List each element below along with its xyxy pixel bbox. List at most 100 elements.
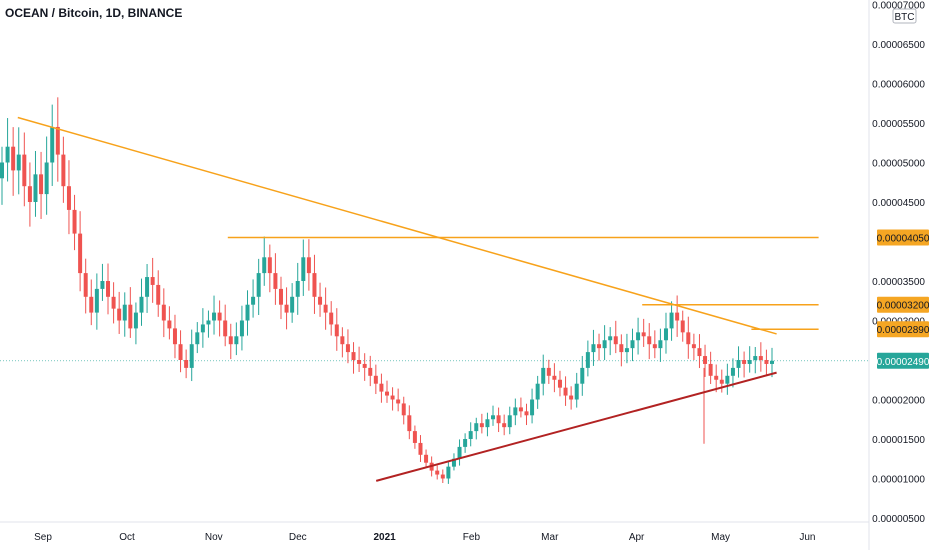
candle bbox=[451, 453, 456, 471]
candle bbox=[306, 239, 311, 291]
candle bbox=[295, 262, 300, 315]
candle bbox=[518, 397, 523, 418]
candle bbox=[340, 327, 345, 358]
candle bbox=[323, 287, 328, 330]
candle bbox=[636, 317, 641, 355]
y-tick-label: 0.00005000 bbox=[872, 159, 925, 170]
candle bbox=[262, 236, 267, 286]
candle bbox=[686, 316, 691, 359]
candle bbox=[691, 333, 696, 361]
candle bbox=[663, 312, 668, 354]
candle bbox=[22, 132, 27, 207]
candle bbox=[150, 257, 155, 303]
candle bbox=[764, 349, 769, 375]
x-tick-label: Dec bbox=[289, 532, 307, 543]
candle bbox=[0, 146, 4, 205]
candle bbox=[725, 363, 730, 395]
candle bbox=[318, 282, 323, 317]
candle bbox=[184, 349, 189, 379]
candle bbox=[5, 118, 10, 182]
candle bbox=[284, 287, 289, 330]
candle bbox=[61, 136, 66, 203]
candle bbox=[479, 413, 484, 434]
svg-text:0.00002890: 0.00002890 bbox=[877, 325, 930, 336]
candle bbox=[106, 263, 111, 315]
candle bbox=[223, 304, 228, 347]
candle bbox=[161, 288, 166, 338]
candle bbox=[412, 425, 417, 449]
candle bbox=[585, 340, 590, 377]
candle bbox=[195, 322, 200, 354]
candle bbox=[239, 305, 244, 351]
currency-text: BTC bbox=[895, 12, 915, 23]
candle bbox=[457, 439, 462, 466]
candle bbox=[357, 346, 362, 372]
candle bbox=[463, 433, 468, 453]
candle bbox=[619, 334, 624, 367]
candle bbox=[189, 329, 194, 382]
candle bbox=[94, 273, 99, 330]
candle bbox=[658, 328, 663, 362]
candle bbox=[385, 380, 389, 403]
support-trendline[interactable] bbox=[375, 371, 777, 482]
candle bbox=[234, 322, 239, 356]
candle bbox=[753, 347, 758, 374]
candle bbox=[379, 373, 384, 403]
candle bbox=[496, 407, 501, 433]
candle bbox=[435, 465, 440, 480]
candle bbox=[351, 342, 356, 374]
resistance-trendline[interactable] bbox=[17, 116, 777, 335]
candle bbox=[72, 194, 77, 251]
candle bbox=[703, 344, 708, 377]
candle bbox=[468, 422, 473, 447]
candle bbox=[133, 302, 138, 345]
y-tick-label: 0.00000500 bbox=[872, 514, 925, 525]
candle bbox=[546, 359, 551, 384]
candle bbox=[312, 254, 317, 314]
level-price-tag: 0.00002890 bbox=[877, 321, 930, 338]
candle bbox=[602, 325, 607, 361]
svg-text:0.00004050: 0.00004050 bbox=[877, 234, 930, 245]
time-axis[interactable]: Sep Oct Nov Dec 2021 Feb Mar Apr May Jun bbox=[34, 532, 815, 543]
price-axis[interactable]: 0.00000500 0.00001000 0.00001500 0.00002000… bbox=[872, 1, 925, 526]
x-tick-label: Jun bbox=[799, 532, 815, 543]
svg-text:0.00003200: 0.00003200 bbox=[877, 301, 930, 312]
candle bbox=[128, 287, 133, 338]
trendlines bbox=[17, 116, 819, 482]
candle bbox=[502, 414, 507, 436]
candle bbox=[178, 330, 183, 373]
candle bbox=[33, 150, 38, 217]
y-tick-label: 0.00004500 bbox=[872, 198, 925, 209]
candle bbox=[122, 292, 127, 337]
candle bbox=[669, 301, 674, 341]
candle bbox=[630, 328, 635, 362]
y-tick-label: 0.00007000 bbox=[872, 1, 925, 12]
candle bbox=[730, 358, 735, 388]
current-price-tag: 0.00002490 bbox=[877, 352, 930, 369]
candle bbox=[212, 295, 217, 335]
candle bbox=[39, 151, 44, 219]
candle bbox=[524, 403, 529, 426]
candle bbox=[530, 388, 535, 424]
candle bbox=[557, 370, 562, 397]
candle bbox=[446, 460, 451, 484]
x-tick-label: 2021 bbox=[373, 532, 396, 543]
candle bbox=[485, 412, 490, 437]
candle bbox=[111, 282, 116, 324]
candle bbox=[440, 469, 445, 483]
candle bbox=[574, 372, 579, 408]
candle bbox=[697, 334, 702, 369]
candle bbox=[418, 435, 423, 462]
candle bbox=[200, 308, 205, 348]
candle bbox=[580, 355, 585, 396]
x-tick-label: Feb bbox=[463, 532, 481, 543]
x-tick-label: Apr bbox=[629, 532, 645, 543]
candle bbox=[245, 290, 250, 336]
candle bbox=[608, 327, 613, 356]
candle bbox=[345, 329, 350, 364]
candle bbox=[301, 239, 306, 296]
candle bbox=[100, 263, 105, 301]
candle bbox=[541, 354, 546, 396]
candle bbox=[167, 306, 172, 340]
